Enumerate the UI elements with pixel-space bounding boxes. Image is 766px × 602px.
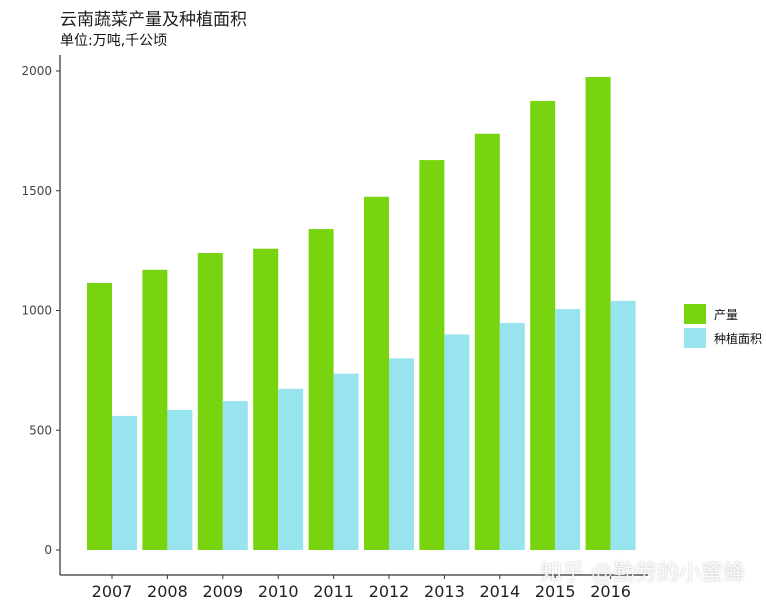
- x-tick-label: 2014: [479, 582, 520, 601]
- x-tick-label: 2015: [535, 582, 576, 601]
- legend-item-production: 产量: [684, 303, 762, 325]
- y-tick-label: 500: [29, 423, 52, 437]
- legend-label-production: 产量: [714, 307, 739, 322]
- x-tick-label: 2008: [147, 582, 188, 601]
- chart-subtitle: 单位:万吨,千公顷: [60, 33, 168, 49]
- bar-area-2013: [444, 334, 470, 550]
- bar-production-2007: [87, 282, 112, 550]
- bar-area-2011: [333, 373, 359, 550]
- bar-production-2009: [197, 253, 223, 550]
- bar-area-2010: [278, 388, 304, 550]
- x-tick-label: 2010: [258, 582, 299, 601]
- x-tick-label: 2016: [590, 582, 631, 601]
- x-tick-label: 2011: [313, 582, 354, 601]
- bar-area-2009: [222, 401, 248, 550]
- bar-production-2010: [253, 248, 279, 551]
- y-tick-label: 1500: [21, 184, 52, 198]
- x-tick-label: 2013: [424, 582, 465, 601]
- legend-item-area: 种植面积: [684, 327, 762, 349]
- bar-production-2008: [142, 269, 168, 550]
- y-tick-label: 0: [44, 543, 52, 557]
- bar-area-2007: [112, 415, 137, 550]
- bar-area-2015: [555, 309, 581, 550]
- chart-title: 云南蔬菜产量及种植面积: [60, 10, 247, 30]
- bar-area-2016: [610, 300, 636, 550]
- bar-area-2012: [389, 358, 414, 550]
- x-tick-label: 2007: [92, 582, 133, 601]
- bar-production-2015: [530, 100, 556, 550]
- bar-area-2014: [499, 322, 525, 550]
- legend-key-area: [684, 328, 706, 348]
- y-tick-label: 2000: [21, 64, 52, 78]
- legend-key-production: [684, 304, 706, 324]
- bar-production-2014: [474, 133, 500, 550]
- watermark: 知乎 @勤劳的小蜜蜂: [540, 561, 745, 586]
- bar-production-2016: [585, 76, 611, 551]
- bar-production-2013: [419, 160, 445, 550]
- y-tick-label: 1000: [21, 304, 52, 318]
- x-tick-label: 2009: [202, 582, 243, 601]
- x-tick-label: 2012: [369, 582, 410, 601]
- bar-area-2008: [167, 409, 193, 550]
- legend-label-area: 种植面积: [714, 331, 763, 346]
- bar-production-2011: [308, 229, 334, 550]
- bar-production-2012: [364, 196, 389, 551]
- legend: 产量 种植面积: [684, 303, 762, 351]
